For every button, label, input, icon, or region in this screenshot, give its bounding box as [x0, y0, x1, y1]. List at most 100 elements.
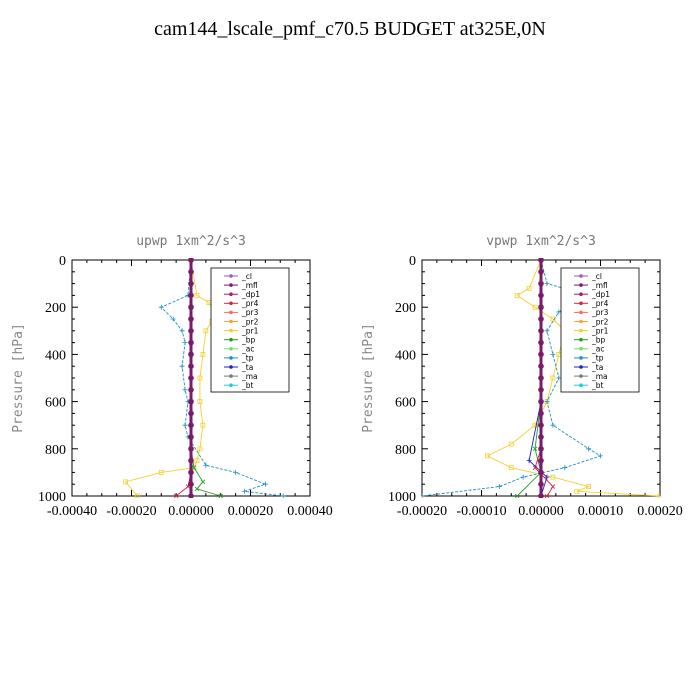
legend-marker: [579, 274, 583, 278]
legend-marker: [229, 383, 233, 388]
x-tick-label: -0.00010: [456, 504, 506, 519]
y-tick-label: 0: [59, 254, 66, 269]
legend-marker: [229, 365, 233, 369]
series-point-pr1: [203, 328, 209, 334]
series-line-tp: [160, 259, 284, 497]
series-point-pr1: [508, 465, 514, 471]
series-point-tp: [182, 340, 188, 346]
series-point-mfl: [538, 481, 544, 488]
series-point-pr1: [508, 441, 514, 447]
series-point-mfl: [188, 387, 194, 393]
series-point-tp: [550, 422, 556, 428]
legend-label: _dp1: [591, 290, 610, 299]
series-point-ta: [544, 474, 550, 480]
series-point-pr1: [135, 493, 140, 498]
legend-marker: [229, 283, 233, 287]
legend-marker: [579, 365, 583, 369]
legend-label: _pr4: [591, 299, 609, 308]
chart-panel-2: vpwp 1xm^2/s^3 Pressure [hPa] 0 200 400 600 80…: [361, 234, 683, 519]
legend-marker: [579, 347, 583, 351]
series-point-mfl: [538, 469, 544, 476]
legend-label: _dp1: [241, 290, 260, 299]
x-tick-label: 0.00020: [228, 504, 274, 519]
legend-label: _bt: [591, 381, 604, 390]
legend-label: _cl: [591, 272, 602, 281]
x-tick-label: 0.00000: [518, 504, 564, 519]
series-point-tp: [233, 469, 239, 475]
legend-marker: [229, 292, 233, 297]
legend-marker: [229, 310, 233, 315]
series-point-tp: [158, 304, 164, 310]
series-point-pr1: [574, 488, 580, 494]
legend-marker: [579, 374, 583, 378]
series-point-tp: [203, 462, 209, 468]
series-point-mfl: [188, 351, 194, 358]
series-point-pr4: [550, 484, 556, 489]
legend-label: _tp: [591, 354, 604, 363]
y-tick-label: 800: [395, 443, 416, 458]
series-point-ta: [526, 458, 532, 464]
series-point-bp: [200, 479, 206, 485]
series-point-mfl: [538, 363, 544, 370]
series-point-bp: [194, 486, 200, 492]
x-tick-label: 0.00020: [637, 504, 683, 519]
legend-marker: [579, 310, 583, 315]
legend-marker: [229, 337, 233, 342]
series-point-mfl: [188, 304, 194, 311]
legend-label: _pr2: [591, 317, 609, 326]
series-point-pr1: [158, 469, 164, 475]
series-point-bp: [514, 493, 520, 498]
legend-label: _ac: [591, 345, 604, 354]
y-tick-label: 400: [45, 348, 66, 363]
series-point-pr4: [544, 493, 550, 498]
series-point-mfl: [538, 434, 544, 440]
series-point-pr1: [197, 446, 203, 452]
legend-label: _ta: [241, 363, 253, 372]
series-point-mfl: [538, 258, 544, 263]
legend-label: _cl: [241, 272, 252, 281]
series-point-mfl: [538, 446, 544, 452]
legend-label: _pr1: [591, 326, 609, 335]
series-point-pr1: [200, 422, 206, 428]
series-point-mfl: [538, 292, 544, 299]
series-point-pr1: [526, 285, 532, 291]
series-point-tp: [280, 493, 286, 498]
panel-title: vpwp 1xm^2/s^3: [486, 234, 596, 249]
series-point-mfl: [188, 398, 194, 405]
series-point-tp: [422, 493, 425, 498]
legend-label: _bt: [241, 381, 254, 390]
series-point-mfl: [188, 422, 194, 429]
legend-label: _ma: [591, 372, 608, 381]
legend-marker: [229, 274, 233, 278]
panel-title: upwp 1xm^2/s^3: [136, 234, 246, 249]
series-point-mfl: [538, 304, 544, 311]
series-point-tp: [182, 422, 188, 428]
series-point-mfl: [538, 280, 544, 287]
series-point-tp: [556, 375, 562, 381]
series-line-pr4: [534, 260, 554, 497]
series-point-mfl: [188, 339, 194, 346]
legend-label: _bp: [591, 336, 606, 345]
series-point-mfl: [188, 316, 194, 322]
x-tick-label: 0.00040: [287, 504, 333, 519]
series-point-mfl: [188, 469, 194, 476]
series-point-pr1: [532, 304, 538, 310]
series-point-pr1: [550, 474, 556, 480]
series-point-pr1: [514, 292, 520, 298]
series-point-tp: [544, 281, 550, 287]
series-point-mfl: [538, 398, 544, 405]
series-point-pr4: [532, 465, 538, 470]
y-tick-label: 800: [45, 443, 66, 458]
legend-marker: [229, 319, 233, 324]
series-point-tp: [550, 351, 556, 357]
series-point-tp: [556, 309, 562, 315]
series-point-mfl: [538, 269, 544, 275]
y-tick-label: 200: [45, 301, 66, 316]
series-point-bp: [532, 446, 538, 452]
series-point-mfl: [538, 410, 544, 417]
series-point-mfl: [188, 375, 194, 381]
legend-marker: [579, 319, 583, 324]
legend-marker: [579, 283, 583, 287]
series-point-mfl: [538, 387, 544, 393]
